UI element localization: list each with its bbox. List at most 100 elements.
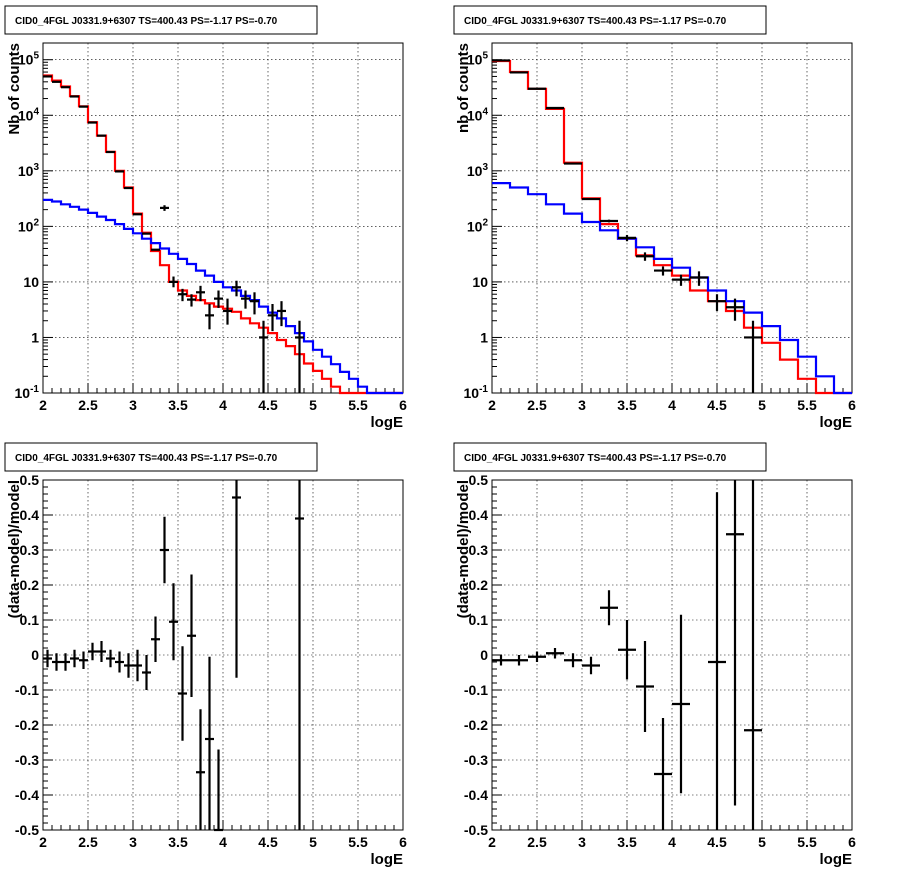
y-tick-label: 0.3 — [20, 542, 40, 558]
data-point — [160, 516, 169, 584]
data-point — [187, 574, 196, 697]
data-point — [672, 274, 690, 286]
data-point — [79, 651, 88, 669]
data-point — [178, 288, 187, 302]
data-point — [528, 651, 546, 662]
y-tick-label: 103 — [18, 162, 40, 179]
data-point — [241, 290, 250, 309]
y-tick-label: 102 — [467, 217, 489, 234]
plot-title-box — [453, 442, 767, 472]
x-tick-label: 4 — [219, 834, 227, 850]
y-tick-label: 0.1 — [469, 612, 489, 628]
y-axis-label: (data-model)/model — [6, 480, 23, 618]
x-tick-label: 3 — [578, 397, 586, 413]
data-point — [582, 656, 600, 675]
data-point — [52, 653, 61, 671]
plot-title: CID0_4FGL J0331.9+6307 TS=400.43 PS=-1.1… — [464, 453, 727, 464]
x-tick-label: 4.5 — [707, 834, 727, 850]
plot-p3: CID0_4FGL J0331.9+6307 TS=400.43 PS=-1.1… — [4, 442, 407, 868]
x-axis-label: logE — [371, 414, 404, 431]
y-tick-label: 0.3 — [469, 542, 489, 558]
x-tick-label: 2.5 — [78, 834, 98, 850]
y-tick-label: 104 — [467, 106, 489, 123]
y-tick-label: -0.1 — [464, 682, 488, 698]
data-point — [708, 492, 726, 830]
data-point — [151, 616, 160, 662]
data-point — [295, 320, 304, 393]
y-tick-label: -0.3 — [464, 752, 488, 768]
y-tick-label: 0.1 — [20, 612, 40, 628]
data-point — [618, 234, 636, 242]
x-tick-label: 5 — [758, 834, 766, 850]
plot-p2: CID0_4FGL J0331.9+6307 TS=400.43 PS=-1.1… — [453, 5, 856, 431]
y-tick-label: -0.1 — [15, 682, 39, 698]
x-tick-label: 6 — [399, 397, 407, 413]
y-tick-label: 10 — [472, 274, 488, 290]
x-tick-label: 5 — [309, 834, 317, 850]
plot-p1: CID0_4FGL J0331.9+6307 TS=400.43 PS=-1.1… — [4, 5, 407, 431]
data-point — [510, 655, 528, 666]
data-point — [636, 252, 654, 261]
plot-title-box — [4, 442, 318, 472]
data-point — [690, 271, 708, 286]
x-tick-label: 6 — [848, 834, 856, 850]
x-tick-label: 5.5 — [797, 834, 817, 850]
x-tick-label: 2.5 — [78, 397, 98, 413]
plot-title: CID0_4FGL J0331.9+6307 TS=400.43 PS=-1.1… — [15, 453, 278, 464]
y-tick-label: 10-1 — [464, 384, 489, 401]
y-tick-label: 0.4 — [20, 507, 40, 523]
data-point — [88, 642, 97, 661]
x-tick-label: 2 — [488, 397, 496, 413]
x-tick-label: 6 — [848, 397, 856, 413]
y-tick-label: 0 — [31, 647, 39, 663]
x-tick-label: 5.5 — [348, 397, 368, 413]
data-point — [205, 656, 214, 830]
plot-title-box — [4, 5, 318, 35]
x-tick-label: 5.5 — [348, 834, 368, 850]
data-point — [43, 649, 52, 668]
data-point — [564, 653, 582, 668]
x-tick-label: 3 — [129, 834, 137, 850]
data-point — [492, 655, 510, 666]
data-point — [546, 648, 564, 659]
x-axis-label: logE — [820, 851, 853, 868]
y-tick-label: 1 — [31, 329, 39, 345]
y-tick-label: -0.4 — [15, 787, 39, 803]
data-point — [196, 285, 205, 302]
y-tick-label: 0.4 — [469, 507, 489, 523]
x-tick-label: 4 — [668, 834, 676, 850]
y-axis-label: Nb of counts — [6, 43, 23, 135]
data-point — [223, 298, 232, 325]
data-point — [106, 649, 115, 668]
data-point — [187, 294, 196, 307]
data-point — [636, 641, 654, 732]
y-tick-label: 1 — [480, 329, 488, 345]
y-tick-label: -0.2 — [15, 717, 39, 733]
data-point — [205, 304, 214, 330]
data-point — [600, 590, 618, 626]
data-point — [744, 320, 762, 393]
y-tick-label: 10-1 — [15, 384, 40, 401]
data-point — [178, 646, 187, 741]
y-tick-label: -0.2 — [464, 717, 488, 733]
x-tick-label: 2 — [488, 834, 496, 850]
plot-title: CID0_4FGL J0331.9+6307 TS=400.43 PS=-1.1… — [15, 16, 278, 27]
x-axis-label: logE — [371, 851, 404, 868]
y-tick-label: 0.5 — [469, 472, 489, 488]
plot-p4: CID0_4FGL J0331.9+6307 TS=400.43 PS=-1.1… — [453, 442, 856, 868]
background-histogram — [492, 182, 852, 395]
y-tick-label: 105 — [467, 51, 489, 68]
x-tick-label: 2.5 — [527, 397, 547, 413]
y-tick-label: -0.3 — [15, 752, 39, 768]
x-tick-label: 4.5 — [258, 397, 278, 413]
data-point — [115, 651, 124, 673]
y-tick-label: -0.4 — [464, 787, 488, 803]
x-tick-label: 3.5 — [168, 834, 188, 850]
y-tick-label: -0.5 — [464, 822, 488, 838]
y-tick-label: 0.2 — [469, 577, 489, 593]
data-point — [133, 649, 142, 682]
data-point — [61, 653, 70, 671]
x-tick-label: 4.5 — [258, 834, 278, 850]
